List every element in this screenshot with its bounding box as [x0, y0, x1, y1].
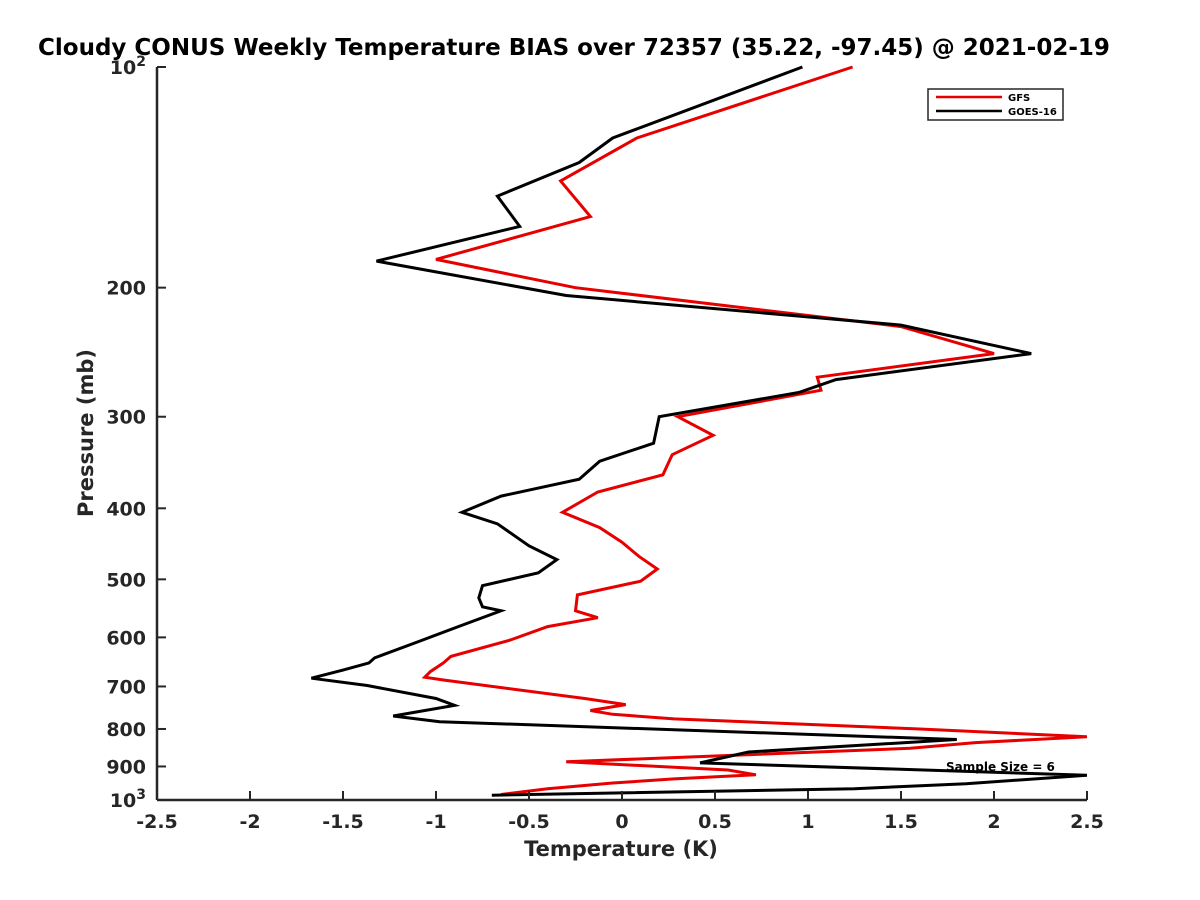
series-line-gfs	[421, 65, 1087, 796]
series-line-goes16	[311, 65, 1087, 797]
x-tick-label: -1	[425, 811, 446, 833]
y-tick-label: 400	[106, 498, 146, 520]
y-tick-label: 103	[110, 787, 146, 812]
x-tick-label: -2	[239, 811, 260, 833]
y-tick-label: 200	[106, 278, 146, 300]
x-tick-label: -2.5	[136, 811, 178, 833]
x-tick-label: 0	[615, 811, 628, 833]
x-tick-label: 2.5	[1070, 811, 1104, 833]
x-tick-label: -0.5	[508, 811, 550, 833]
legend-box	[927, 88, 1064, 121]
y-axis-label: Pressure (mb)	[74, 349, 98, 517]
x-tick-label: -1.5	[322, 811, 364, 833]
x-tick-label: 0.5	[698, 811, 732, 833]
x-axis-ticks: -2.5 -2 -1.5 -1 -0.5 0 0.5 1 1.5 2 2.5	[136, 791, 1104, 833]
y-tick-label: 900	[106, 756, 146, 778]
y-tick-label: 700	[106, 676, 146, 698]
y-tick-label: 800	[106, 719, 146, 741]
legend-label-goes16: GOES-16	[1008, 107, 1057, 118]
x-tick-label: 1.5	[884, 811, 918, 833]
x-axis-label: Temperature (K)	[524, 837, 718, 861]
legend: GFS GOES-16	[927, 88, 1064, 121]
y-axis-ticks: 102 200 300 400 500 600 700 800 900 103	[106, 54, 166, 812]
x-tick-label: 1	[801, 811, 814, 833]
y-tick-label: 500	[106, 569, 146, 591]
y-tick-label: 300	[106, 407, 146, 429]
y-tick-label: 102	[110, 54, 146, 79]
x-tick-label: 2	[987, 811, 1000, 833]
sample-size-annotation: Sample Size = 6	[946, 760, 1055, 774]
legend-label-gfs: GFS	[1008, 93, 1030, 104]
y-tick-label: 600	[106, 627, 146, 649]
chart-title: Cloudy CONUS Weekly Temperature BIAS ove…	[38, 35, 1110, 61]
